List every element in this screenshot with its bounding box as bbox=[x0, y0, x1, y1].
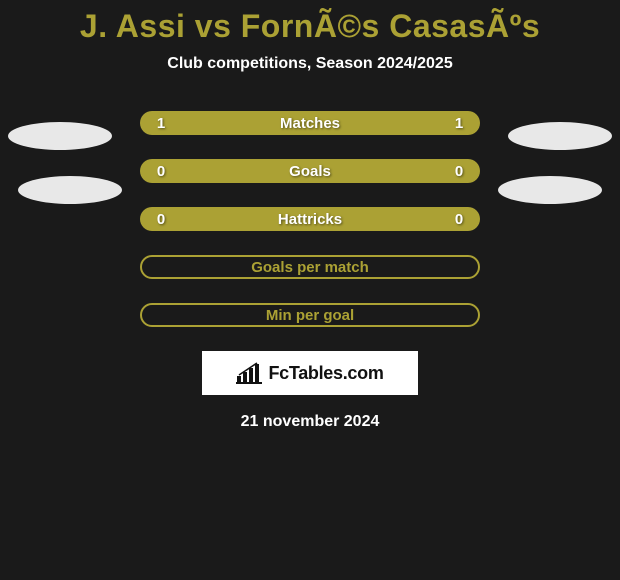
player-left-marker-2 bbox=[18, 176, 122, 204]
stat-label: Hattricks bbox=[278, 211, 342, 228]
stat-right-value: 0 bbox=[452, 211, 466, 228]
stat-row-min-per-goal: Min per goal bbox=[140, 303, 480, 327]
stat-label: Matches bbox=[280, 115, 340, 132]
bar-chart-icon bbox=[236, 362, 262, 384]
comparison-subtitle: Club competitions, Season 2024/2025 bbox=[0, 55, 620, 73]
stat-row-goals: 0 Goals 0 bbox=[140, 159, 480, 183]
source-logo: FcTables.com bbox=[202, 351, 418, 395]
stat-row-hattricks: 0 Hattricks 0 bbox=[140, 207, 480, 231]
snapshot-date: 21 november 2024 bbox=[0, 413, 620, 431]
stat-left-value: 1 bbox=[154, 115, 168, 132]
widget-container: J. Assi vs FornÃ©s CasasÃºs Club competi… bbox=[0, 0, 620, 431]
stat-left-value: 0 bbox=[154, 211, 168, 228]
player-left-marker-1 bbox=[8, 122, 112, 150]
stat-row-matches: 1 Matches 1 bbox=[140, 111, 480, 135]
comparison-title: J. Assi vs FornÃ©s CasasÃºs bbox=[0, 8, 620, 45]
player-right-marker-1 bbox=[508, 122, 612, 150]
stat-right-value: 1 bbox=[452, 115, 466, 132]
source-logo-text: FcTables.com bbox=[268, 363, 383, 384]
stat-label: Goals bbox=[289, 163, 331, 180]
stat-label: Min per goal bbox=[266, 307, 354, 324]
player-right-marker-2 bbox=[498, 176, 602, 204]
stat-row-goals-per-match: Goals per match bbox=[140, 255, 480, 279]
stat-left-value: 0 bbox=[154, 163, 168, 180]
stat-right-value: 0 bbox=[452, 163, 466, 180]
stat-label: Goals per match bbox=[251, 259, 369, 276]
